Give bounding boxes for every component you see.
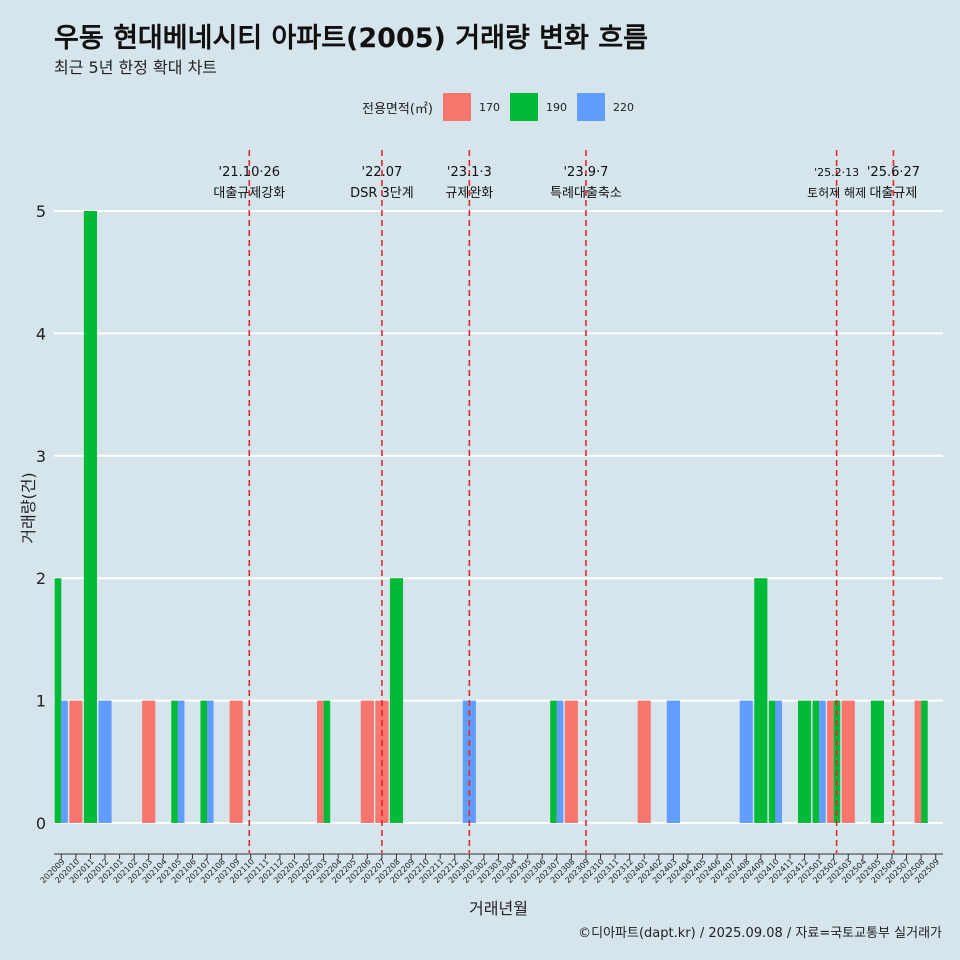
bar-220-202410 (775, 700, 782, 823)
bar-170-202401 (637, 700, 651, 823)
bar-190-202505 (870, 700, 884, 823)
bar-190-202011 (83, 211, 97, 823)
bar-170-202109 (229, 700, 243, 823)
bar-220-202403 (666, 700, 680, 823)
event-date-4: '23.9·7 (563, 165, 608, 180)
bar-190-202409 (754, 578, 768, 823)
y-tick-label: 5 (36, 202, 46, 221)
legend-item-190: 190 (509, 93, 567, 121)
bar-190-202412 (797, 700, 812, 823)
bar-220-202408 (739, 700, 753, 823)
bar-220-202012 (98, 700, 112, 823)
chart-title: 우동 현대베네시티 아파트(2005) 거래량 변화 흐름 (54, 23, 648, 54)
bar-170-202503 (841, 700, 855, 823)
bar-220-202307 (556, 700, 564, 823)
bar-190-202208 (389, 578, 404, 823)
event-label-5: 토허제 해제 (807, 186, 866, 200)
legend-label-220: 220 (612, 100, 634, 114)
legend-swatch-190 (509, 93, 538, 121)
bar-190-202501 (812, 700, 820, 823)
bar-190-202508 (921, 700, 928, 823)
source-caption: ©디아파트(dapt.kr) / 2025.09.08 / 자료=국토교통부 실… (578, 926, 942, 941)
y-axis-title: 거래량(건) (19, 472, 38, 543)
event-label-2: DSR 3단계 (350, 186, 414, 201)
bar-190-202307 (550, 700, 557, 823)
y-tick-label: 3 (36, 447, 46, 466)
y-tick-label: 2 (36, 569, 46, 588)
bar-170-202206 (360, 700, 374, 823)
bar-220-202009 (61, 700, 68, 823)
event-date-2: '22.07 (362, 165, 403, 180)
legend-label-190: 190 (545, 100, 567, 114)
bar-220-202107 (207, 700, 214, 823)
legend: 전용면적(㎡) 170 190 220 (362, 92, 644, 122)
bar-190-202203 (323, 700, 331, 823)
legend-item-220: 220 (576, 93, 634, 121)
event-label-3: 규제완화 (445, 186, 493, 201)
legend-swatch-220 (576, 93, 605, 121)
event-label-1: 대출규제강화 (213, 186, 285, 201)
legend-swatch-170 (442, 93, 471, 121)
bar-170-202502 (827, 700, 834, 823)
event-date-6: '25.6·27 (867, 165, 920, 180)
bar-170-202203 (317, 700, 324, 823)
bar-170-202308 (564, 700, 578, 823)
bar-170-202103 (142, 700, 156, 823)
event-label-4: 특례대출축소 (550, 186, 622, 201)
y-tick-label: 4 (36, 324, 46, 343)
bar-190-202107 (200, 700, 208, 823)
y-tick-label: 1 (36, 692, 46, 711)
bar-190-202410 (768, 700, 776, 823)
event-date-5: '25.2·13 (814, 166, 859, 179)
chart-subtitle: 최근 5년 한정 확대 차트 (54, 58, 218, 77)
bar-220-202105 (177, 700, 185, 823)
event-label-6: 대출규제 (870, 186, 918, 201)
bar-190-202105 (171, 700, 178, 823)
legend-title: 전용면적(㎡) (362, 101, 433, 117)
legend-item-170: 170 (442, 93, 500, 121)
legend-label-170: 170 (478, 100, 500, 114)
event-date-1: '21.10·26 (219, 165, 280, 180)
x-axis-title: 거래년월 (469, 899, 528, 918)
bar-190-202009 (54, 578, 62, 823)
event-date-3: '23.1·3 (447, 165, 492, 180)
bar-170-202508 (914, 700, 922, 823)
bar-170-202010 (69, 700, 83, 823)
bar-220-202501 (819, 700, 826, 823)
y-tick-label: 0 (36, 814, 46, 833)
